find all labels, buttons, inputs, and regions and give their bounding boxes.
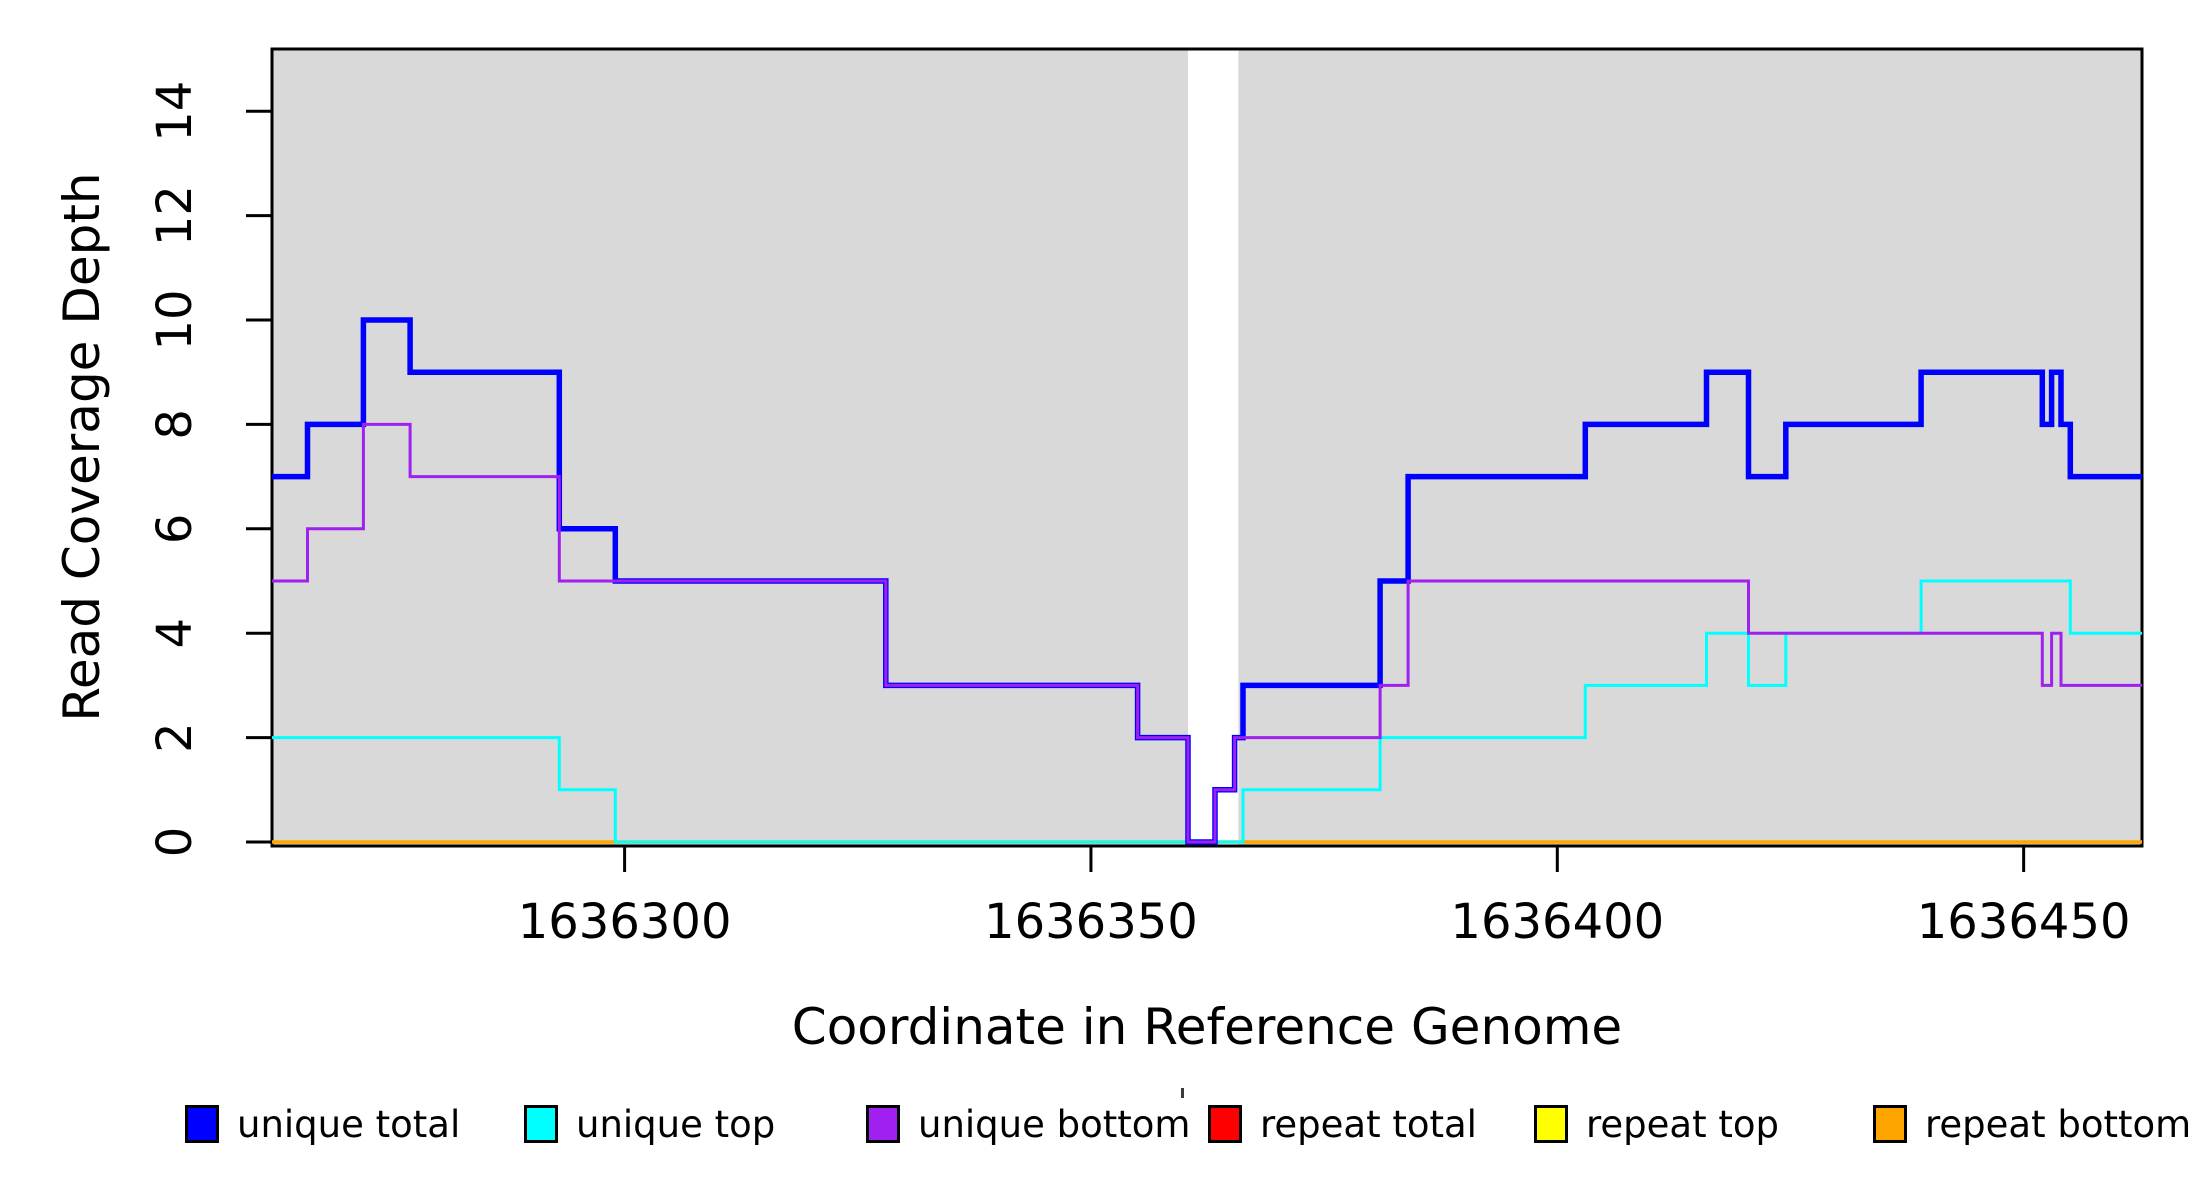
- stray-artifact-mark: [1181, 1088, 1184, 1098]
- y-tick-label: 10: [147, 289, 203, 350]
- y-tick-label: 8: [147, 409, 203, 440]
- series-line-unique-bottom: [272, 422, 2142, 844]
- y-tick-label: 4: [147, 618, 203, 649]
- legend-item-label: unique top: [576, 1102, 776, 1146]
- legend-item-repeat-total: repeat total: [1208, 1100, 1477, 1148]
- plot-background-region: [272, 49, 1188, 846]
- unique-bottom-swatch-icon: [866, 1105, 900, 1143]
- legend-item-label: repeat total: [1260, 1102, 1477, 1146]
- y-axis-title: Read Coverage Depth: [53, 172, 111, 722]
- plot-background-region: [1238, 49, 2143, 846]
- x-axis-title: Coordinate in Reference Genome: [791, 998, 1623, 1056]
- y-tick-label: 14: [147, 81, 203, 142]
- series-line-unique-total: [272, 317, 2142, 845]
- legend-item-repeat-top: repeat top: [1534, 1100, 1779, 1148]
- y-tick-label: 2: [147, 722, 203, 753]
- repeat-total-swatch-icon: [1208, 1105, 1242, 1143]
- y-tick-label: 12: [147, 185, 203, 246]
- unique-total-swatch-icon: [185, 1105, 219, 1143]
- legend-item-unique-bottom: unique bottom: [866, 1100, 1190, 1148]
- plot-border: [270, 47, 2144, 848]
- unique-top-swatch-icon: [524, 1105, 558, 1143]
- legend-item-unique-top: unique top: [524, 1100, 775, 1148]
- x-tick-label: 1636350: [984, 894, 1198, 950]
- series-line-unique-top: [272, 579, 2142, 844]
- legend: unique total unique top unique bottom re…: [0, 1100, 2200, 1148]
- y-tick-label: 6: [147, 514, 203, 545]
- x-tick-label: 1636450: [1917, 894, 2131, 950]
- legend-item-label: repeat top: [1586, 1102, 1779, 1146]
- x-tick-label: 1636300: [518, 894, 732, 950]
- legend-item-label: unique bottom: [918, 1102, 1191, 1146]
- x-tick-label: 1636400: [1450, 894, 1664, 950]
- legend-item-label: repeat bottom: [1925, 1102, 2192, 1146]
- repeat-bottom-swatch-icon: [1873, 1105, 1907, 1143]
- repeat-top-swatch-icon: [1534, 1105, 1568, 1143]
- legend-item-label: unique total: [237, 1102, 461, 1146]
- legend-item-repeat-bottom: repeat bottom: [1873, 1100, 2191, 1148]
- y-tick-label: 0: [147, 827, 203, 858]
- legend-item-unique-total: unique total: [185, 1100, 460, 1148]
